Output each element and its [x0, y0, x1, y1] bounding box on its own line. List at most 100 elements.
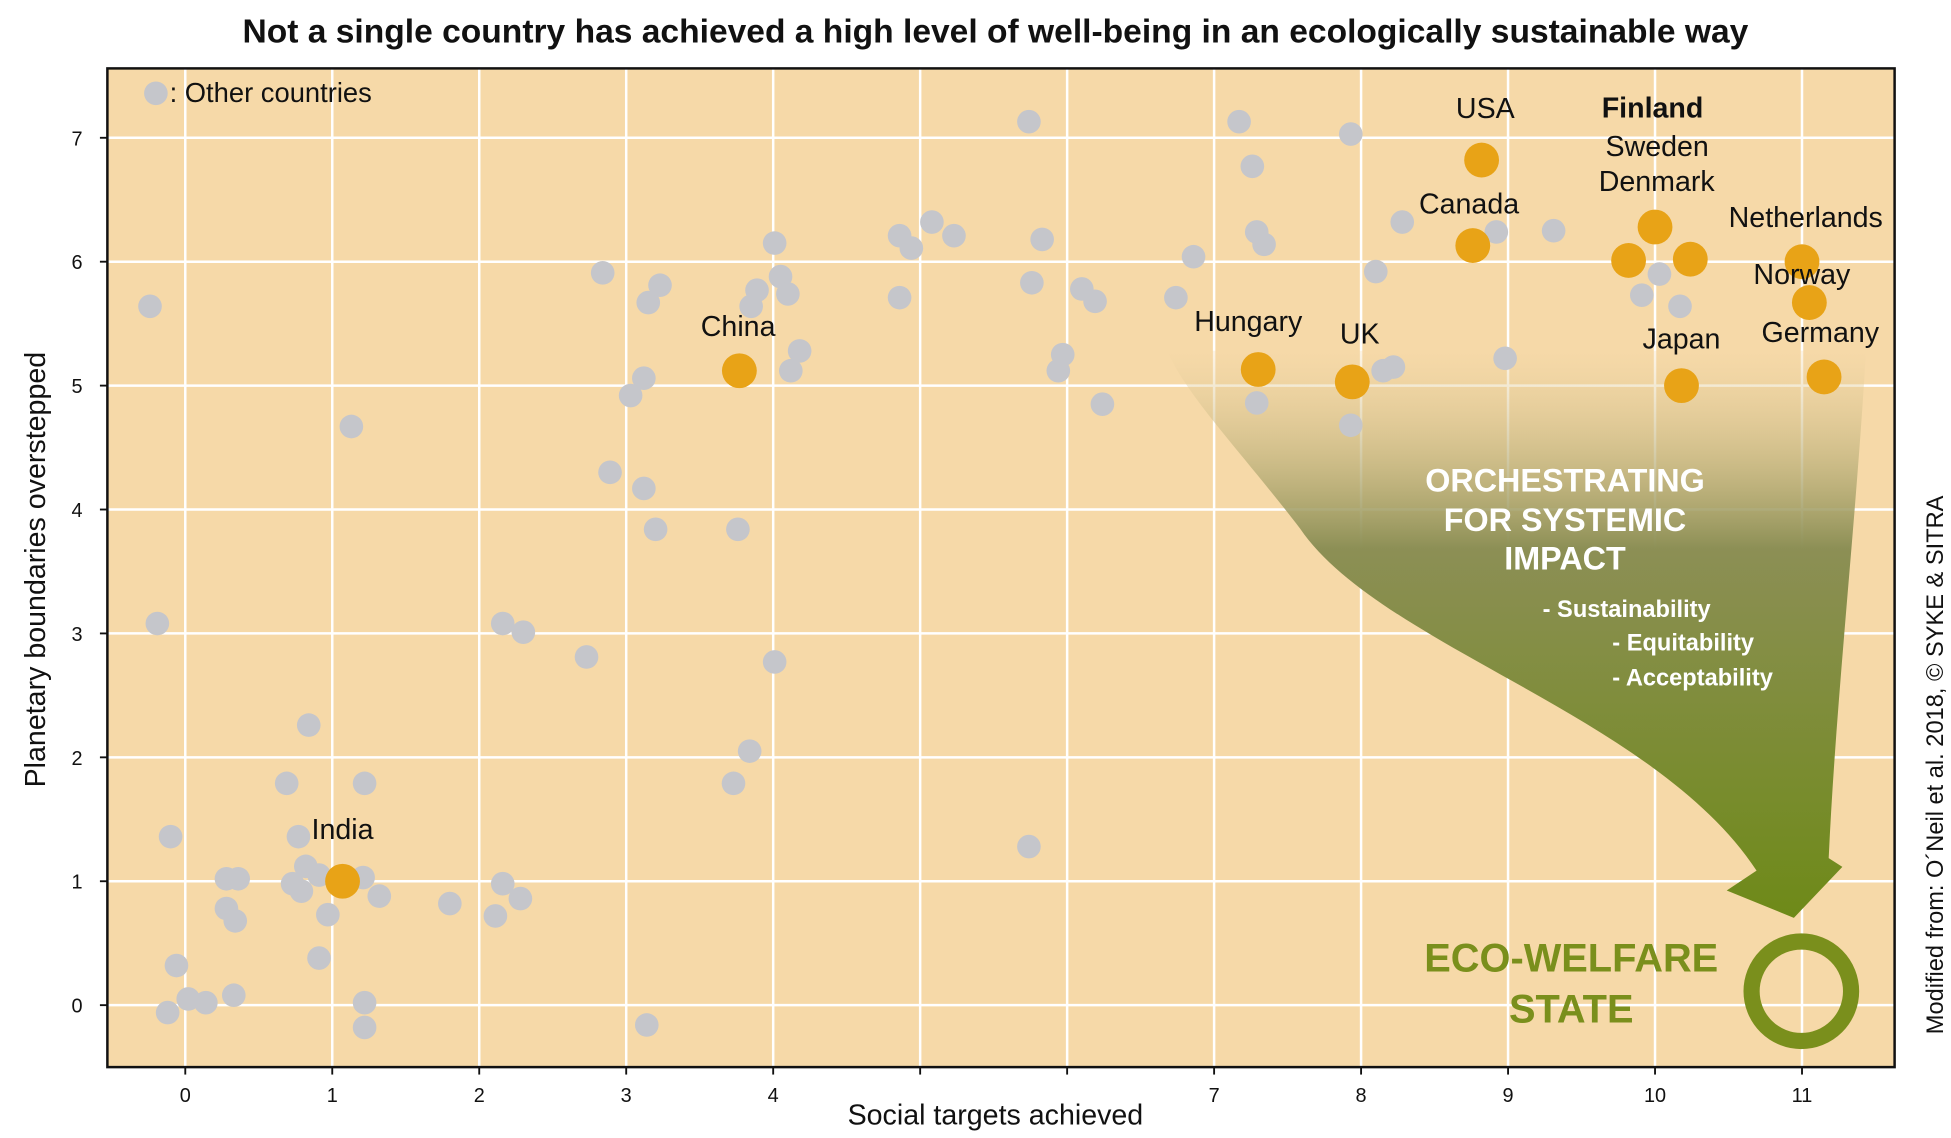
chart-title: Not a single country has achieved a high…	[242, 13, 1748, 50]
other-point	[632, 477, 656, 501]
other-point	[920, 210, 944, 234]
other-point	[226, 867, 250, 891]
annotation-criterion: - Equitability	[1612, 630, 1755, 656]
other-point	[165, 954, 189, 978]
country-point	[1611, 243, 1646, 278]
other-point	[1017, 835, 1041, 859]
other-point	[316, 903, 340, 927]
y-tick-label: 4	[71, 500, 82, 522]
country-point	[1638, 210, 1673, 245]
other-point	[1030, 228, 1054, 252]
other-point	[159, 825, 183, 849]
other-point	[1020, 271, 1044, 295]
other-point	[726, 518, 750, 542]
other-point	[353, 1016, 377, 1040]
other-point	[146, 612, 170, 636]
other-point	[648, 273, 672, 297]
page: {"chart_data": { "type": "scatter", "tit…	[0, 0, 1951, 1138]
other-point	[275, 772, 299, 796]
x-tick-label: 3	[621, 1085, 632, 1107]
country-point	[1807, 360, 1842, 395]
other-point	[194, 991, 218, 1015]
other-point	[763, 231, 787, 255]
y-tick-label: 1	[71, 872, 82, 894]
country-point	[1464, 143, 1499, 178]
country-point	[325, 864, 360, 899]
other-point	[1542, 219, 1566, 243]
legend-label: : Other countries	[170, 77, 372, 108]
annotation-heading: IMPACT	[1504, 541, 1626, 577]
other-point	[138, 294, 162, 318]
country-point	[1241, 352, 1276, 387]
y-tick-label: 2	[71, 748, 82, 770]
other-point	[1648, 262, 1672, 286]
other-point	[290, 879, 314, 903]
other-point	[509, 887, 533, 911]
other-point	[619, 384, 643, 408]
country-point	[1455, 228, 1490, 263]
other-point	[575, 645, 599, 669]
other-point	[1252, 233, 1276, 257]
other-point	[222, 983, 246, 1007]
country-label: Netherlands	[1729, 202, 1883, 234]
other-point	[491, 612, 515, 636]
y-tick-label: 5	[71, 376, 82, 398]
other-point	[1339, 413, 1363, 437]
other-point	[635, 1013, 659, 1037]
x-tick-label: 8	[1356, 1085, 1367, 1107]
other-point	[738, 739, 762, 763]
country-label: Japan	[1643, 323, 1721, 355]
other-point	[1241, 154, 1265, 178]
other-point	[900, 236, 924, 260]
other-point	[367, 884, 391, 908]
other-point	[438, 892, 462, 916]
annotation-criterion: - Acceptability	[1612, 665, 1773, 691]
country-label: Hungary	[1194, 306, 1303, 338]
other-point	[591, 261, 615, 285]
country-label: Denmark	[1599, 166, 1716, 198]
country-label: UK	[1340, 318, 1380, 350]
country-label: Norway	[1753, 259, 1851, 291]
annotation-heading: FOR SYSTEMIC	[1444, 502, 1686, 538]
annotation-criterion: - Sustainability	[1543, 597, 1712, 623]
x-tick-label: 7	[1209, 1085, 1220, 1107]
credit: Modified from: O´Neil et al. 2018, © SYK…	[1923, 495, 1949, 1034]
other-point	[1668, 294, 1692, 318]
x-tick-label: 0	[180, 1085, 191, 1107]
other-point	[1164, 286, 1188, 310]
other-point	[1047, 359, 1071, 383]
other-point	[353, 991, 377, 1015]
other-point	[776, 282, 800, 306]
y-axis-label: Planetary boundaries overstepped	[20, 352, 52, 788]
country-point	[1673, 242, 1708, 277]
x-tick-label: 9	[1503, 1085, 1514, 1107]
other-point	[1364, 260, 1388, 284]
x-tick-label: 1	[327, 1085, 338, 1107]
chart: : Other countriesIndiaChinaHungaryUKCana…	[0, 0, 1951, 1138]
y-tick-label: 6	[71, 252, 82, 274]
other-point	[722, 772, 746, 796]
country-point	[722, 353, 757, 388]
y-tick-label: 3	[71, 624, 82, 646]
x-tick-label: 11	[1792, 1085, 1813, 1107]
other-point	[307, 946, 331, 970]
other-point	[287, 825, 311, 849]
other-point	[1091, 392, 1115, 416]
other-point	[297, 713, 321, 737]
other-point	[1390, 210, 1414, 234]
other-point	[1017, 110, 1041, 134]
other-point	[1245, 391, 1269, 415]
x-tick-label: 10	[1644, 1085, 1666, 1107]
other-point	[1382, 355, 1406, 379]
other-point	[1630, 283, 1654, 307]
other-point	[745, 278, 769, 302]
goal-label: STATE	[1509, 987, 1634, 1031]
other-point	[156, 1001, 180, 1025]
other-point	[484, 904, 508, 928]
legend-marker	[144, 81, 168, 105]
other-point	[1083, 290, 1107, 314]
other-point	[779, 359, 803, 383]
country-label: China	[701, 311, 776, 343]
other-point	[644, 518, 668, 542]
other-point	[512, 620, 536, 644]
